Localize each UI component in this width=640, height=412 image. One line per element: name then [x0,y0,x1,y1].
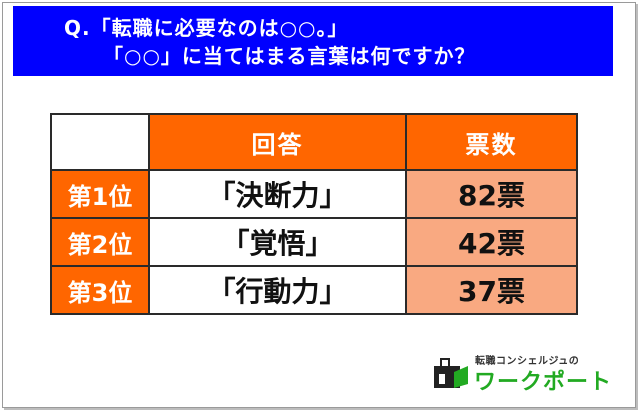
votes-column-header: 票数 [405,113,578,171]
rank-cell: 第2位 [50,217,150,267]
rank-cell: 第1位 [50,169,150,219]
answer-column-header: 回答 [148,113,407,171]
question-line-1: Q.「転職に必要なのは○○。」 [64,16,349,40]
logo-name: ワークポート [474,370,613,395]
answer-cell: 「決断力」 [148,169,407,219]
question-header: Q.「転職に必要なのは○○。」 「○○」に当てはまる言葉は何ですか？ [13,6,613,76]
votes-cell: 82票 [405,169,578,219]
answer-cell: 「覚悟」 [148,217,407,267]
empty-corner-cell [50,113,150,171]
answer-cell: 「行動力」 [148,265,407,315]
results-table: 回答 票数 第1位 「決断力」 82票 第2位 「覚悟」 42票 第3位 「行動… [50,113,578,315]
table-header-row: 回答 票数 [50,113,578,171]
votes-cell: 42票 [405,217,578,267]
votes-cell: 37票 [405,265,578,315]
rank-cell: 第3位 [50,265,150,315]
table-row: 第3位 「行動力」 37票 [50,265,578,315]
workport-logo-icon [434,358,468,388]
logo-subtitle: 転職コンシェルジュの [475,356,580,367]
table-row: 第1位 「決断力」 82票 [50,169,578,219]
table-row: 第2位 「覚悟」 42票 [50,217,578,267]
workport-logo: 転職コンシェルジュの ワークポート [430,352,611,395]
question-line-2: 「○○」に当てはまる言葉は何ですか？ [103,44,476,68]
